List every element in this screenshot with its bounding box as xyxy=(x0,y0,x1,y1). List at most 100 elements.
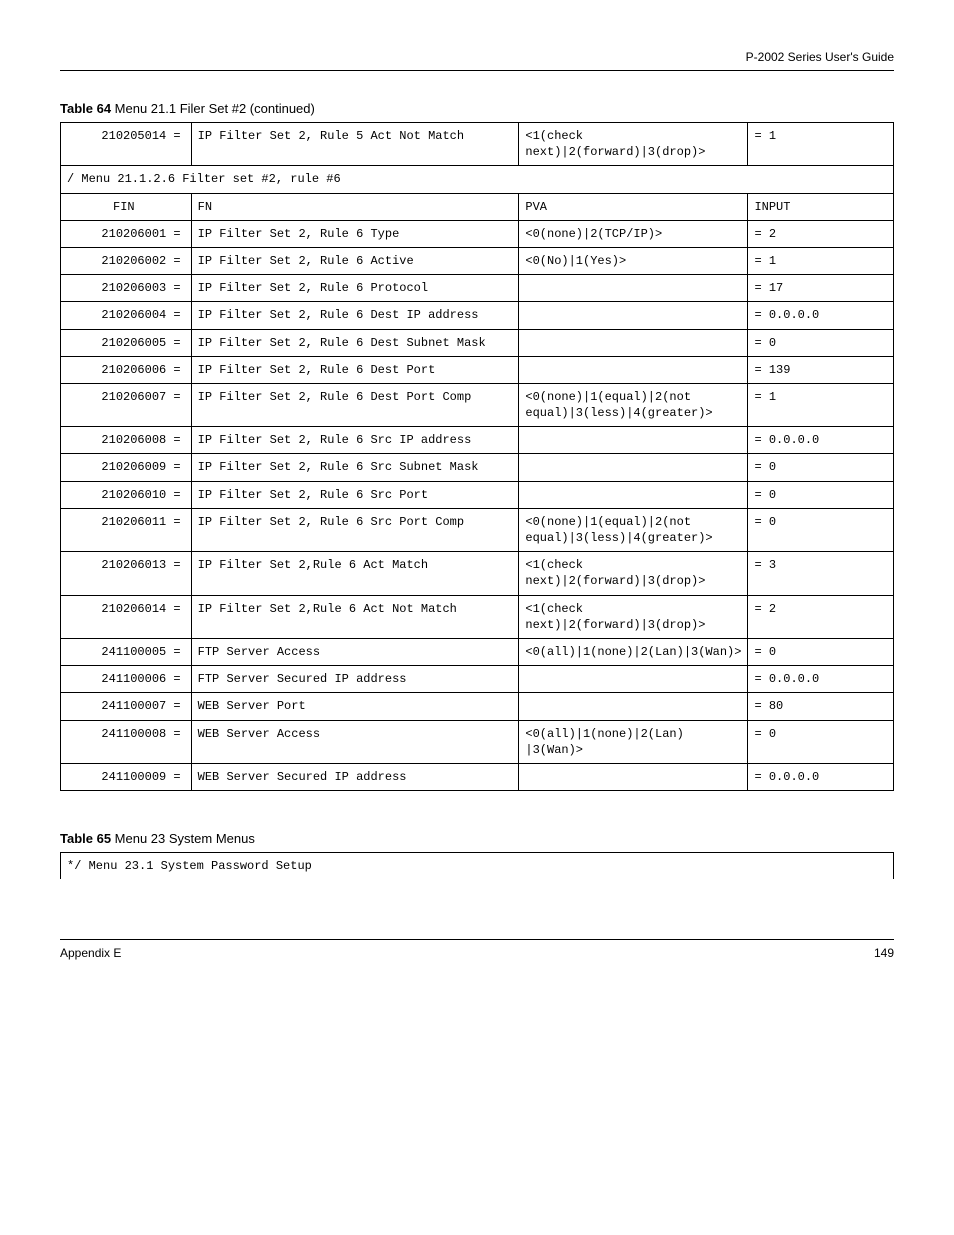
section-row: / Menu 21.1.2.6 Filter set #2, rule #6 xyxy=(61,166,894,193)
table-row: 210206001 =IP Filter Set 2, Rule 6 Type<… xyxy=(61,220,894,247)
cell: = 17 xyxy=(748,275,894,302)
cell: 210206014 = xyxy=(61,595,192,638)
cell: 241100009 = xyxy=(61,763,192,790)
cell: = 0 xyxy=(748,720,894,763)
cell xyxy=(519,329,748,356)
cell: IP Filter Set 2, Rule 6 Src Subnet Mask xyxy=(191,454,519,481)
page-header: P-2002 Series User's Guide xyxy=(60,50,894,71)
cell: = 1 xyxy=(748,247,894,274)
cell: FTP Server Secured IP address xyxy=(191,666,519,693)
cell: = 139 xyxy=(748,356,894,383)
table-row: 210205014 =IP Filter Set 2, Rule 5 Act N… xyxy=(61,123,894,166)
cell: 210206003 = xyxy=(61,275,192,302)
cell: = 0 xyxy=(748,638,894,665)
section-cell: / Menu 21.1.2.6 Filter set #2, rule #6 xyxy=(61,166,894,193)
page-footer: Appendix E 149 xyxy=(60,939,894,960)
cell: IP Filter Set 2, Rule 6 Active xyxy=(191,247,519,274)
cell: = 0.0.0.0 xyxy=(748,427,894,454)
cell: <1(check next)|2(forward)|3(drop)> xyxy=(519,552,748,595)
cell: = 80 xyxy=(748,693,894,720)
table-row: 210206009 =IP Filter Set 2, Rule 6 Src S… xyxy=(61,454,894,481)
table-row: 241100006 =FTP Server Secured IP address… xyxy=(61,666,894,693)
cell: 210206009 = xyxy=(61,454,192,481)
cell: WEB Server Secured IP address xyxy=(191,763,519,790)
cell: = 0.0.0.0 xyxy=(748,666,894,693)
cell xyxy=(519,275,748,302)
cell: <0(No)|1(Yes)> xyxy=(519,247,748,274)
cell: INPUT xyxy=(748,193,894,220)
table65-caption-rest: Menu 23 System Menus xyxy=(111,831,255,846)
cell xyxy=(519,666,748,693)
table65-row-cell: */ Menu 23.1 System Password Setup xyxy=(61,853,894,880)
table64-caption-bold: Table 64 xyxy=(60,101,111,116)
cell: 210206004 = xyxy=(61,302,192,329)
cell: IP Filter Set 2, Rule 6 Dest Subnet Mask xyxy=(191,329,519,356)
cell: 210206001 = xyxy=(61,220,192,247)
cell: IP Filter Set 2, Rule 6 Dest Port xyxy=(191,356,519,383)
table-row: 210206007 =IP Filter Set 2, Rule 6 Dest … xyxy=(61,383,894,426)
cell: 210206008 = xyxy=(61,427,192,454)
table-row: 241100009 =WEB Server Secured IP address… xyxy=(61,763,894,790)
cell: IP Filter Set 2, Rule 6 Type xyxy=(191,220,519,247)
cell xyxy=(519,427,748,454)
cell: 210206005 = xyxy=(61,329,192,356)
cell: = 0 xyxy=(748,481,894,508)
table64-caption: Table 64 Menu 21.1 Filer Set #2 (continu… xyxy=(60,101,894,116)
cell: 210205014 = xyxy=(61,123,192,166)
table-row: 210206002 =IP Filter Set 2, Rule 6 Activ… xyxy=(61,247,894,274)
table65-caption-bold: Table 65 xyxy=(60,831,111,846)
cell: IP Filter Set 2,Rule 6 Act Match xyxy=(191,552,519,595)
cell: FN xyxy=(191,193,519,220)
cell: PVA xyxy=(519,193,748,220)
cell: IP Filter Set 2, Rule 6 Dest Port Comp xyxy=(191,383,519,426)
table-row: 241100005 =FTP Server Access<0(all)|1(no… xyxy=(61,638,894,665)
cell: = 2 xyxy=(748,220,894,247)
cell: IP Filter Set 2, Rule 6 Protocol xyxy=(191,275,519,302)
table-header-row: FINFNPVAINPUT xyxy=(61,193,894,220)
cell: 210206010 = xyxy=(61,481,192,508)
cell: IP Filter Set 2, Rule 6 Src IP address xyxy=(191,427,519,454)
table64-caption-rest: Menu 21.1 Filer Set #2 (continued) xyxy=(111,101,315,116)
cell: = 0 xyxy=(748,329,894,356)
cell: IP Filter Set 2,Rule 6 Act Not Match xyxy=(191,595,519,638)
cell: WEB Server Access xyxy=(191,720,519,763)
table-row: 210206003 =IP Filter Set 2, Rule 6 Proto… xyxy=(61,275,894,302)
cell: <0(all)|1(none)|2(Lan)|3(Wan)> xyxy=(519,638,748,665)
cell: <1(check next)|2(forward)|3(drop)> xyxy=(519,123,748,166)
cell: 210206002 = xyxy=(61,247,192,274)
cell: IP Filter Set 2, Rule 5 Act Not Match xyxy=(191,123,519,166)
cell xyxy=(519,763,748,790)
cell xyxy=(519,481,748,508)
cell xyxy=(519,454,748,481)
cell: IP Filter Set 2, Rule 6 Src Port Comp xyxy=(191,508,519,551)
cell: = 3 xyxy=(748,552,894,595)
table-row: 210206010 =IP Filter Set 2, Rule 6 Src P… xyxy=(61,481,894,508)
table-row: 210206008 =IP Filter Set 2, Rule 6 Src I… xyxy=(61,427,894,454)
table65-caption: Table 65 Menu 23 System Menus xyxy=(60,831,894,846)
cell: 210206013 = xyxy=(61,552,192,595)
cell: = 0.0.0.0 xyxy=(748,763,894,790)
header-title: P-2002 Series User's Guide xyxy=(746,50,894,64)
cell: IP Filter Set 2, Rule 6 Dest IP address xyxy=(191,302,519,329)
cell: 210206006 = xyxy=(61,356,192,383)
cell: = 0.0.0.0 xyxy=(748,302,894,329)
cell: 241100008 = xyxy=(61,720,192,763)
cell: 210206007 = xyxy=(61,383,192,426)
cell xyxy=(519,302,748,329)
cell: = 0 xyxy=(748,508,894,551)
footer-left: Appendix E xyxy=(60,946,121,960)
footer-right: 149 xyxy=(874,946,894,960)
cell xyxy=(519,693,748,720)
table-row: 241100007 =WEB Server Port= 80 xyxy=(61,693,894,720)
cell: <0(all)|1(none)|2(Lan) |3(Wan)> xyxy=(519,720,748,763)
cell: IP Filter Set 2, Rule 6 Src Port xyxy=(191,481,519,508)
cell: <0(none)|2(TCP/IP)> xyxy=(519,220,748,247)
cell: 210206011 = xyxy=(61,508,192,551)
table-64: 210205014 =IP Filter Set 2, Rule 5 Act N… xyxy=(60,122,894,791)
cell: = 1 xyxy=(748,383,894,426)
cell: 241100005 = xyxy=(61,638,192,665)
cell: 241100007 = xyxy=(61,693,192,720)
cell: = 0 xyxy=(748,454,894,481)
cell: FIN xyxy=(61,193,192,220)
table-row: 210206005 =IP Filter Set 2, Rule 6 Dest … xyxy=(61,329,894,356)
